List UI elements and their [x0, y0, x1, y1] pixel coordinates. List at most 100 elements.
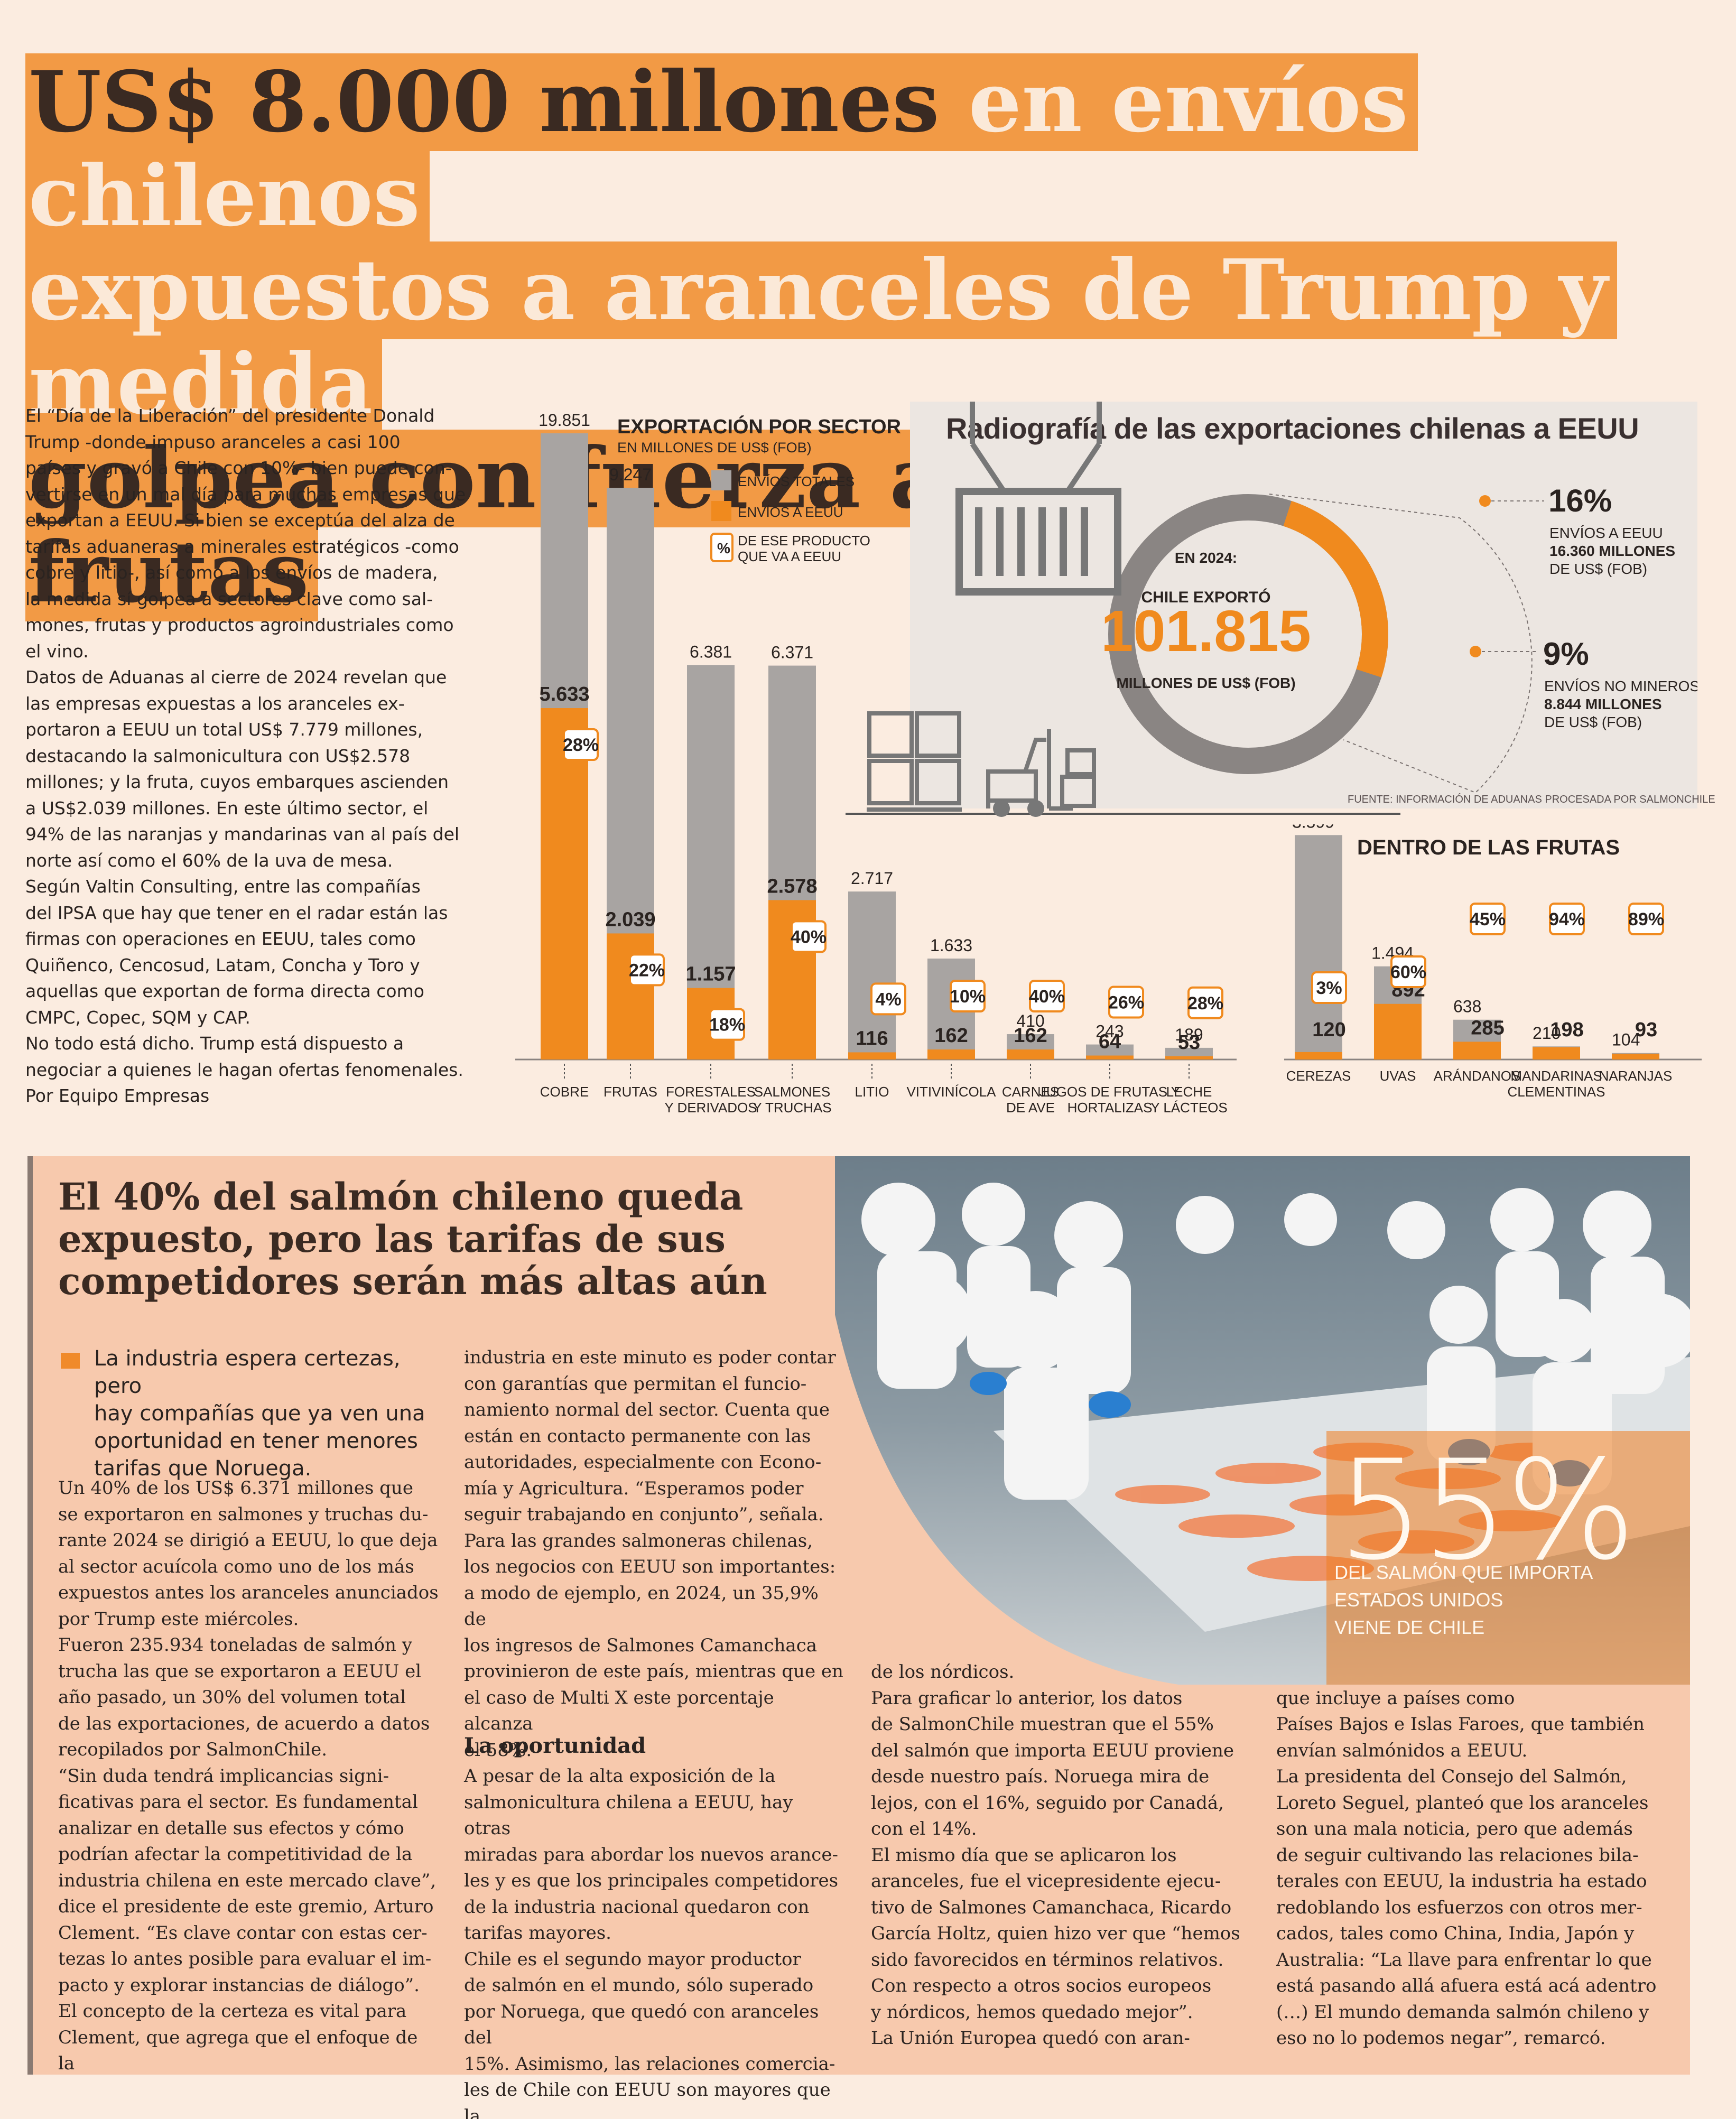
article-lead-line: oportunidad en tener menores: [94, 1429, 418, 1453]
article-lead: La industria espera certezas, pero hay co…: [94, 1345, 453, 1482]
forklift-pallets-icon: [867, 711, 1096, 817]
bar-eeuu-carnes: [1007, 1049, 1054, 1060]
article-title: El 40% del salmón chileno queda expuesto,…: [58, 1176, 798, 1303]
article-line: les y es que los principales competidore…: [464, 1870, 839, 1891]
article-line: están en contacto permanente con las: [464, 1425, 811, 1447]
intro-line: exportan a EEUU. Si bien se exceptúa del…: [25, 510, 455, 531]
intro-line: aquellas que exportan de forma directa c…: [25, 981, 424, 1001]
article-line: analizar en detalle sus efectos y cómo: [58, 1817, 404, 1839]
article-title-line: competidores serán más altas aún: [58, 1259, 767, 1303]
pct-badge-value: 10%: [950, 987, 986, 1007]
article-line: ficativas para el sector. Es fundamental: [58, 1791, 418, 1813]
slice-label: DE US$ (FOB): [1549, 561, 1647, 577]
fruit-category-label: CEREZAS: [1286, 1068, 1351, 1084]
article-line: al sector acuícola como uno de los más: [58, 1556, 414, 1577]
bar-total-label: 19.851: [539, 411, 590, 430]
bar-eeuu-label: 2.578: [767, 875, 817, 897]
article-line: de los nórdicos.: [871, 1661, 1015, 1683]
intro-line: CMPC, Copec, SQM y CAP.: [25, 1007, 250, 1028]
intro-line: negociar a quienes le hagan ofertas feno…: [25, 1059, 463, 1080]
article-line: Clement, que agrega que el enfoque de la: [58, 2027, 418, 2075]
category-label: LECHE: [1166, 1084, 1212, 1100]
fruit-chart: 3.5991203%CEREZAS1.49489260%UVAS63828545…: [1284, 824, 1702, 1100]
fruit-pct-badge: [1549, 903, 1585, 935]
article-line: Chile es el segundo mayor productor: [464, 1948, 801, 1970]
donut-center-label: EN 2024:: [1175, 550, 1237, 566]
article-line: Con respecto a otros socios europeos: [871, 1975, 1212, 1996]
bar-total-label: 9.247: [609, 465, 652, 484]
legend-eeuu-label: ENVÍOS A EEUU: [738, 504, 843, 520]
article-line: 15%. Asimismo, las relaciones comercia-: [464, 2053, 835, 2075]
bar-total-litio: [848, 891, 896, 1060]
pct-badge: [1187, 986, 1223, 1019]
stat-caption: DEL SALMÓN QUE IMPORTA ESTADOS UNIDOS VI…: [1334, 1562, 1593, 1638]
article-line: Australia: “La llave para enfrentar lo q…: [1276, 1949, 1652, 1971]
fruit-eeuu-label: 120: [1312, 1019, 1345, 1041]
slice-pct: 9%: [1543, 636, 1589, 672]
article-line: seguir trabajando en conjunto”, señala.: [464, 1504, 824, 1525]
article-line: pacto y explorar instancias de diálogo”.: [58, 1974, 420, 1996]
headline-line-1: US$ 8.000 millones en envíos chilenos: [25, 53, 1711, 245]
intro-line: Según Valtin Consulting, entre las compa…: [25, 876, 421, 897]
intro-line: El “Día de la Liberación” del presidente…: [25, 405, 435, 426]
article-lead-line: tarifas que Noruega.: [94, 1456, 312, 1481]
pct-badge-value: 28%: [1187, 993, 1223, 1014]
fruit-bar-eeuu-naranjas: [1612, 1054, 1659, 1060]
fruit-bar-eeuu-mandarinas: [1533, 1047, 1580, 1060]
bar-eeuu-label: 1.157: [685, 963, 736, 986]
article-line: cados, tales como China, India, Japón y: [1276, 1923, 1635, 1944]
article-line: del salmón que importa EEUU proviene: [871, 1740, 1234, 1761]
intro-line: la medida sí golpea a sectores clave com…: [25, 588, 433, 609]
pct-badge: [791, 920, 827, 953]
shipping-container-icon: [955, 402, 1121, 596]
article-line: envían salmónidos a EEUU.: [1276, 1740, 1528, 1761]
category-label: COBRE: [540, 1084, 589, 1100]
pct-badge-value: 4%: [875, 989, 901, 1009]
article-line: A pesar de la alta exposición de la: [464, 1765, 776, 1787]
article-line: lejos, con el 16%, seguido por Canadá,: [871, 1792, 1224, 1814]
bar-total-label: 410: [1016, 1011, 1044, 1030]
donut-center-value: 101.815: [1101, 599, 1311, 664]
fruit-bar-total-cerezas: [1295, 835, 1342, 1060]
intro-line: firmas con operaciones en EEUU, tales co…: [25, 928, 416, 949]
category-label: Y TRUCHAS: [753, 1100, 831, 1116]
stat-overlay: [1326, 1431, 1690, 1685]
bar-eeuu-label: 53: [1178, 1031, 1200, 1054]
article-line: aranceles, fue el vicepresidente ejecu-: [871, 1871, 1221, 1892]
article-line: terales con EEUU, la industria ha estado: [1276, 1871, 1647, 1892]
intro-line: países y gravó a Chile con 10%- bien pue…: [25, 458, 452, 478]
legend-total-swatch: [711, 470, 731, 490]
chart-subtitle: EN MILLONES DE US$ (FOB): [617, 440, 812, 456]
pct-badge-value: 26%: [1108, 993, 1144, 1013]
intro-line: las empresas expuestas a los aranceles e…: [25, 693, 405, 714]
legend-pct-label: DE ESE PRODUCTO: [738, 533, 870, 549]
donut-center-unit: MILLONES DE US$ (FOB): [1116, 675, 1295, 691]
article-line: podrían afectar la competitividad de la: [58, 1844, 413, 1865]
category-label: SALMONES: [754, 1084, 831, 1100]
fruit-bar-eeuu-arándanos: [1453, 1042, 1501, 1060]
article-line: a modo de ejemplo, en 2024, un 35,9% de: [464, 1582, 819, 1630]
fruit-category-label: UVAS: [1380, 1068, 1416, 1084]
bar-eeuu-cobre: [541, 708, 588, 1060]
article-line: industria chilena en este mercado clave”…: [58, 1870, 437, 1891]
fruit-category-label: ARÁNDANOS: [1434, 1068, 1521, 1084]
pct-badge-value: 40%: [791, 927, 827, 947]
intro-line: millones; y la fruta, cuyos embarques as…: [25, 772, 449, 792]
legend-eeuu-swatch: [711, 501, 731, 521]
fruit-category-label: CLEMENTINAS: [1508, 1084, 1605, 1100]
sector-chart: EXPORTACIÓN POR SECTOR EN MILLONES DE US$…: [515, 411, 1400, 1116]
article-line: de la industria nacional quedaron con: [464, 1896, 810, 1918]
article-line: La Unión Europea quedó con aran-: [871, 2028, 1190, 2049]
article-line: miradas para abordar los nuevos arance-: [464, 1844, 838, 1865]
article-column-2a: industria en este minuto es poder contar…: [464, 1345, 844, 1763]
fruit-eeuu-label: 285: [1471, 1017, 1504, 1039]
pct-badge: [1108, 986, 1144, 1019]
category-label: FORESTALES: [666, 1084, 756, 1100]
pct-badge: [563, 728, 599, 761]
article-title-line: El 40% del salmón chileno queda: [58, 1175, 744, 1219]
article-line: mía y Agricultura. “Esperamos poder: [464, 1477, 804, 1499]
fruit-total-label: 104: [1612, 1030, 1640, 1049]
fruit-pct-badge: [1311, 971, 1347, 1004]
article-line: namiento normal del sector. Cuenta que: [464, 1399, 830, 1420]
article-line: son una mala noticia, pero que además: [1276, 1818, 1633, 1839]
